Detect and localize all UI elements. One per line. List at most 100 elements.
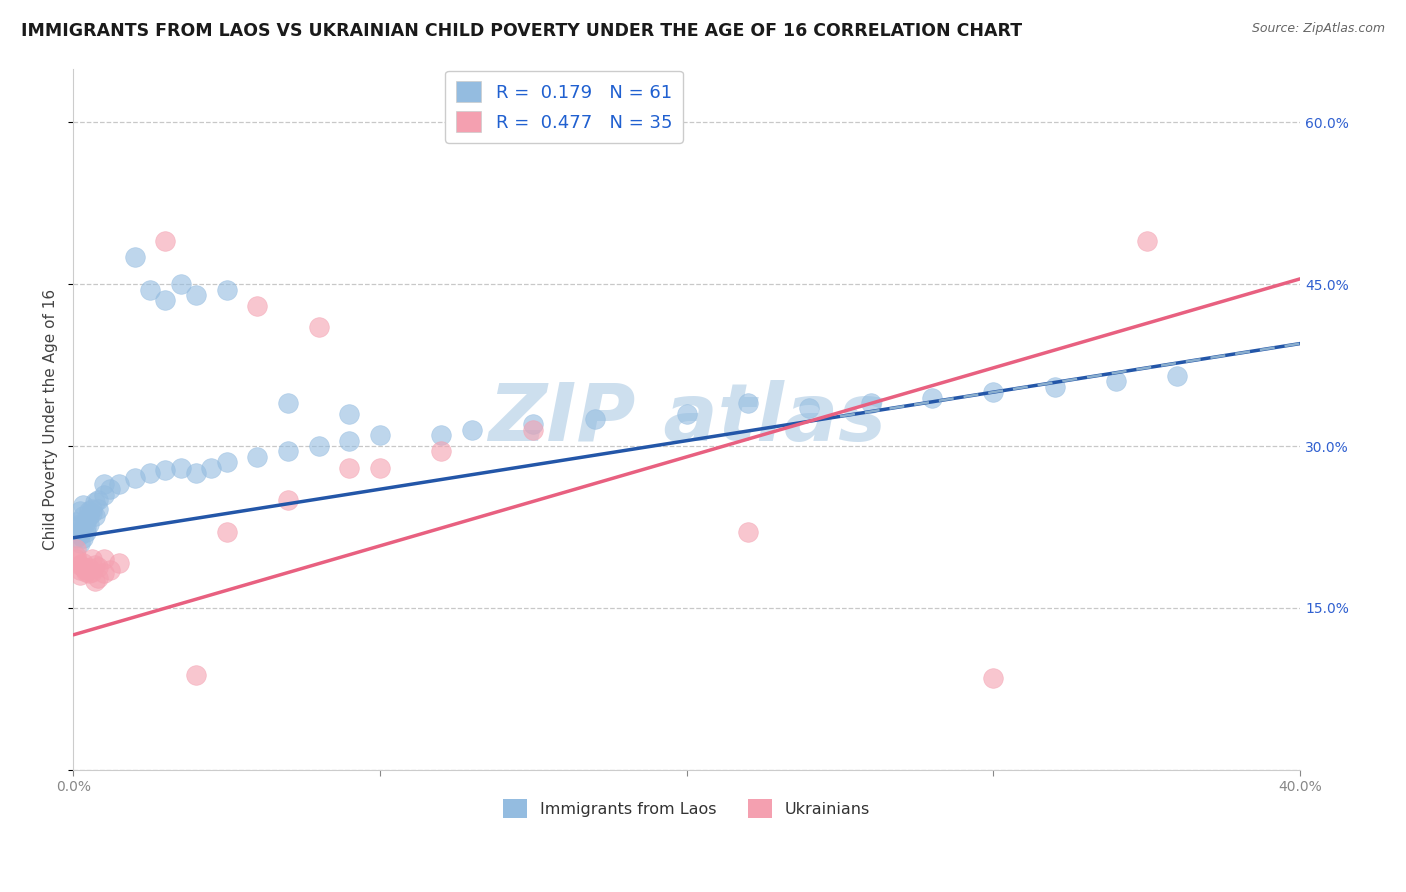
Point	[65, 541, 87, 556]
Point	[1043, 380, 1066, 394]
Point	[215, 455, 238, 469]
Point	[69, 527, 91, 541]
Point	[83, 509, 105, 524]
Point	[737, 525, 759, 540]
Point	[339, 407, 361, 421]
Point	[799, 401, 821, 416]
Point	[155, 463, 177, 477]
Point	[184, 466, 207, 480]
Point	[87, 571, 110, 585]
Point	[75, 563, 97, 577]
Point	[108, 476, 131, 491]
Point	[93, 566, 115, 581]
Point	[277, 493, 299, 508]
Text: IMMIGRANTS FROM LAOS VS UKRAINIAN CHILD POVERTY UNDER THE AGE OF 16 CORRELATION : IMMIGRANTS FROM LAOS VS UKRAINIAN CHILD …	[21, 22, 1022, 40]
Point	[184, 288, 207, 302]
Point	[308, 439, 330, 453]
Point	[430, 444, 453, 458]
Point	[69, 558, 91, 572]
Point	[170, 277, 193, 292]
Point	[246, 450, 269, 464]
Point	[277, 396, 299, 410]
Point	[1136, 234, 1159, 248]
Point	[72, 531, 94, 545]
Point	[215, 283, 238, 297]
Point	[675, 407, 697, 421]
Point	[93, 476, 115, 491]
Point	[368, 428, 391, 442]
Point	[93, 487, 115, 501]
Point	[170, 460, 193, 475]
Point	[1166, 368, 1188, 383]
Text: Source: ZipAtlas.com: Source: ZipAtlas.com	[1251, 22, 1385, 36]
Point	[72, 556, 94, 570]
Point	[921, 391, 943, 405]
Point	[184, 667, 207, 681]
Point	[583, 412, 606, 426]
Point	[737, 396, 759, 410]
Point	[75, 515, 97, 529]
Point	[80, 501, 103, 516]
Point	[368, 460, 391, 475]
Point	[72, 559, 94, 574]
Point	[87, 559, 110, 574]
Point	[461, 423, 484, 437]
Point	[522, 423, 544, 437]
Point	[75, 566, 97, 580]
Point	[65, 525, 87, 540]
Point	[65, 515, 87, 529]
Point	[308, 320, 330, 334]
Point	[69, 504, 91, 518]
Point	[859, 396, 882, 410]
Point	[139, 466, 162, 480]
Point	[80, 566, 103, 580]
Point	[155, 234, 177, 248]
Point	[983, 671, 1005, 685]
Point	[277, 444, 299, 458]
Point	[522, 417, 544, 432]
Point	[83, 558, 105, 572]
Point	[77, 504, 100, 518]
Point	[75, 525, 97, 540]
Point	[77, 561, 100, 575]
Point	[87, 493, 110, 508]
Point	[69, 516, 91, 531]
Point	[80, 552, 103, 566]
Point	[108, 556, 131, 570]
Point	[98, 563, 121, 577]
Point	[72, 523, 94, 537]
Point	[93, 552, 115, 566]
Point	[72, 509, 94, 524]
Point	[77, 566, 100, 581]
Point	[339, 434, 361, 448]
Point	[339, 460, 361, 475]
Point	[983, 385, 1005, 400]
Point	[80, 506, 103, 520]
Point	[83, 574, 105, 588]
Point	[69, 568, 91, 582]
Point	[69, 563, 91, 577]
Point	[65, 520, 87, 534]
Point	[65, 552, 87, 566]
Point	[1105, 375, 1128, 389]
Point	[139, 283, 162, 297]
Legend: Immigrants from Laos, Ukrainians: Immigrants from Laos, Ukrainians	[496, 792, 877, 825]
Point	[83, 495, 105, 509]
Y-axis label: Child Poverty Under the Age of 16: Child Poverty Under the Age of 16	[44, 288, 58, 549]
Point	[65, 531, 87, 545]
Point	[124, 250, 146, 264]
Point	[77, 516, 100, 531]
Point	[87, 501, 110, 516]
Point	[75, 520, 97, 534]
Point	[69, 536, 91, 550]
Point	[124, 471, 146, 485]
Point	[200, 460, 222, 475]
Point	[72, 499, 94, 513]
Point	[65, 549, 87, 563]
Point	[246, 299, 269, 313]
Point	[155, 293, 177, 308]
Point	[215, 525, 238, 540]
Point	[98, 482, 121, 496]
Text: ZIP atlas: ZIP atlas	[488, 380, 886, 458]
Point	[430, 428, 453, 442]
